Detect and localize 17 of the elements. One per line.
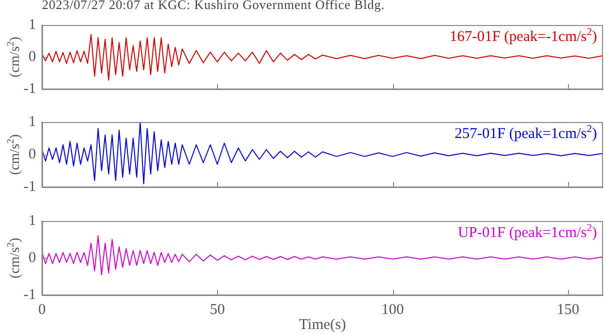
y-tick-label: -1 bbox=[24, 286, 36, 303]
y-tick-label: 1 bbox=[28, 16, 36, 33]
x-tick-label: 100 bbox=[381, 302, 404, 318]
y-tick-label: -1 bbox=[24, 178, 36, 195]
x-tick-label: 50 bbox=[210, 302, 225, 318]
y-tick-label: 0 bbox=[28, 48, 36, 65]
y-tick-label: 0 bbox=[28, 250, 36, 266]
y-tick-label: -1 bbox=[24, 80, 36, 97]
x-axis-title: Time(s) bbox=[299, 316, 346, 333]
y-axis-title: (cm/s2) bbox=[5, 134, 23, 175]
x-tick-label: 150 bbox=[556, 302, 580, 318]
y-axis-title: (cm/s2) bbox=[5, 237, 23, 278]
chart-title: 2023/07/27 20:07 at KGC: Kushiro Government Office Bldg. bbox=[42, 0, 385, 13]
y-tick-label: 1 bbox=[28, 114, 36, 130]
y-axis-title: (cm/s2) bbox=[5, 36, 23, 78]
y-tick-label: 1 bbox=[28, 212, 36, 229]
y-tick-label: 0 bbox=[28, 146, 36, 162]
